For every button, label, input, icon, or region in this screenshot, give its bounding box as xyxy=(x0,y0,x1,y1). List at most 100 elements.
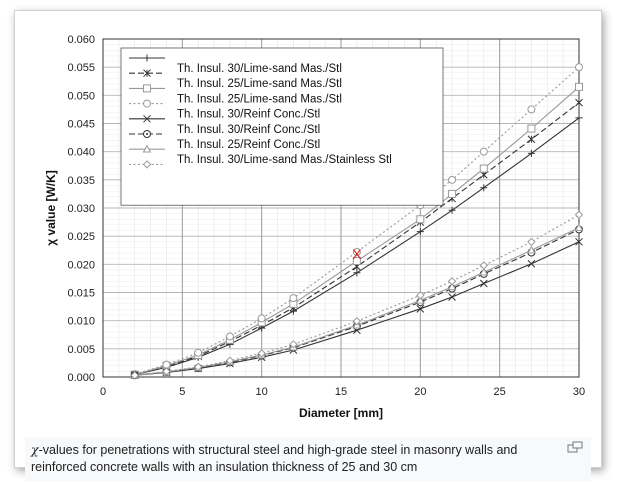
y-tick-label: 0.045 xyxy=(67,119,95,131)
data-point xyxy=(479,164,488,173)
plot-border xyxy=(102,38,580,378)
legend-label: Th. Insul. 25/Lime-sand Mas./Stl xyxy=(177,78,342,90)
data-point xyxy=(225,356,235,365)
data-point xyxy=(448,293,456,301)
data-point xyxy=(416,304,425,313)
y-tick-label: 0.055 xyxy=(67,62,95,74)
data-point xyxy=(575,98,583,107)
data-point xyxy=(194,348,203,357)
data-point xyxy=(575,114,583,122)
legend: Th. Insul. 30/Lime-sand Mas./Stl Th. Insu… xyxy=(120,47,444,206)
data-point xyxy=(415,295,425,304)
data-point xyxy=(289,340,298,349)
data-point xyxy=(479,267,489,276)
series-line xyxy=(134,86,580,376)
legend-label: Th. Insul. 30/Lime-sand Mas./Stl xyxy=(177,63,342,75)
caption-symbol: χ xyxy=(31,442,39,457)
y-tick-label: 0.035 xyxy=(67,175,95,187)
legend-swatch-marker xyxy=(142,160,152,169)
legend-label: Th. Insul. 25/Lime-sand Mas./Stl xyxy=(177,93,342,105)
data-point xyxy=(162,367,171,376)
series-line xyxy=(134,117,580,376)
data-point xyxy=(574,210,584,219)
legend-swatch-marker xyxy=(143,84,151,93)
data-point xyxy=(448,189,457,198)
y-tick-label: 0.025 xyxy=(67,231,95,243)
y-tick-label: 0.005 xyxy=(67,344,95,356)
data-point xyxy=(527,105,536,114)
x-tick-label: 30 xyxy=(573,386,585,398)
x-tick-label: 0 xyxy=(100,386,106,398)
series-line xyxy=(134,241,580,376)
x-tick-label: 5 xyxy=(179,386,185,398)
legend-swatch-marker xyxy=(143,54,151,62)
x-tick-label: 20 xyxy=(414,386,426,398)
series-4 xyxy=(130,63,583,379)
legend-label: Th. Insul. 30/Reinf Conc./Stl xyxy=(177,109,320,121)
data-point xyxy=(479,279,488,288)
series-line xyxy=(134,66,580,375)
y-tick-label: 0.010 xyxy=(67,316,95,328)
data-point xyxy=(257,314,266,323)
x-tick-label: 25 xyxy=(494,386,506,398)
data-point xyxy=(448,175,457,184)
caption-text: χ-values for penetrations with structura… xyxy=(31,441,561,476)
y-tick-label: 0.020 xyxy=(67,259,95,271)
y-tick-label: 0.060 xyxy=(67,34,95,46)
data-point xyxy=(527,237,536,247)
legend-label: Th. Insul. 30/Lime-sand Mas./Stainless S… xyxy=(177,154,392,166)
x-tick-label: 15 xyxy=(335,386,347,398)
annotation-marker: X xyxy=(352,246,362,262)
data-point xyxy=(448,206,456,214)
series-line xyxy=(134,214,580,376)
data-point xyxy=(353,269,361,277)
y-tick-label: 0.050 xyxy=(67,90,95,102)
data-point xyxy=(527,259,536,268)
data-point xyxy=(479,261,489,270)
data-point xyxy=(447,282,457,291)
legend-swatch-marker xyxy=(142,144,152,153)
data-point xyxy=(352,247,361,256)
data-point xyxy=(479,147,488,156)
data-point xyxy=(575,82,583,91)
x-axis-label: Diameter [mm] xyxy=(299,406,383,420)
data-point xyxy=(352,317,362,326)
data-point xyxy=(289,294,298,303)
data-point xyxy=(480,184,488,192)
figure-caption: χ-values for penetrations with structura… xyxy=(25,437,591,481)
data-point xyxy=(416,215,425,224)
data-point xyxy=(130,371,139,380)
data-point xyxy=(257,349,266,358)
legend-label: Th. Insul. 25/Reinf Conc./Stl xyxy=(177,139,320,151)
legend-swatch-marker xyxy=(143,114,151,123)
y-tick-label: 0.040 xyxy=(67,147,95,159)
legend-box xyxy=(120,47,444,206)
enlarge-icon[interactable] xyxy=(567,441,583,453)
data-point xyxy=(527,124,536,133)
data-point xyxy=(527,245,536,254)
data-point xyxy=(352,256,361,265)
caption-body: -values for penetrations with structural… xyxy=(31,443,518,474)
y-tick-label: 0.000 xyxy=(67,372,95,384)
data-point xyxy=(527,149,535,157)
y-axis-label: χ value [W/K] xyxy=(44,170,58,246)
data-point xyxy=(574,223,584,232)
y-tick-label: 0.030 xyxy=(67,203,95,215)
data-point xyxy=(575,237,583,246)
data-point xyxy=(193,362,203,372)
data-point xyxy=(447,277,457,286)
data-point xyxy=(416,228,424,236)
data-point xyxy=(162,360,171,369)
series-8 xyxy=(130,210,584,380)
figure-frame: 0.000 0.005 0.010 0.015 0.020 0.025 0.030 0.035… xyxy=(14,10,602,481)
legend-swatch-marker xyxy=(143,69,151,78)
y-tick-label: 0.015 xyxy=(67,288,95,300)
legend-swatch-marker-dot xyxy=(146,133,148,135)
series-line xyxy=(134,102,580,376)
data-point xyxy=(225,332,234,341)
chart: 0.000 0.005 0.010 0.015 0.020 0.025 0.030 0.035… xyxy=(44,34,585,420)
legend-swatch-marker xyxy=(143,99,151,108)
x-tick-label: 10 xyxy=(256,386,268,398)
legend-label: Th. Insul. 30/Reinf Conc./Stl xyxy=(177,124,320,136)
data-point xyxy=(527,135,536,144)
